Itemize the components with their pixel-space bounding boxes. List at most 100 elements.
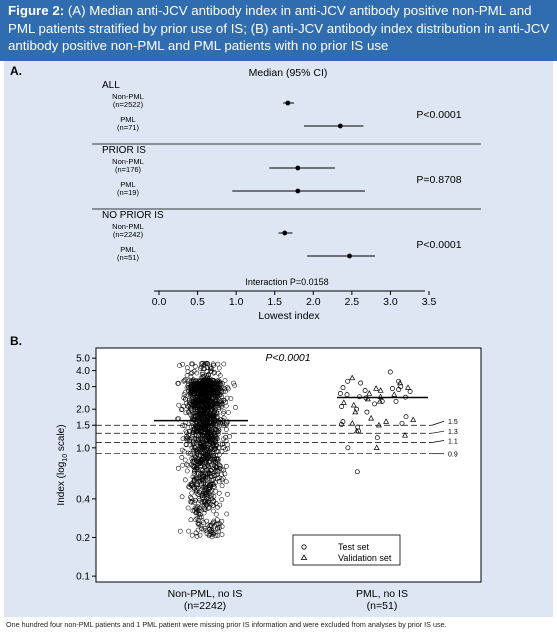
- legend-box: [292, 534, 401, 566]
- non-pml-point: [192, 454, 198, 460]
- non-pml-point: [184, 365, 190, 371]
- non-pml-point: [184, 468, 190, 474]
- non-pml-point: [219, 532, 225, 537]
- non-pml-point: [190, 395, 196, 401]
- non-pml-point: [193, 476, 199, 481]
- non-pml-point: [206, 527, 212, 532]
- footnote: One hundred four non-PML patients and 1 …: [6, 620, 447, 629]
- non-pml-point: [197, 381, 203, 387]
- y-tick-label: 1.0: [76, 443, 90, 454]
- forest-plot: A. Median (95% CI) ALLNon-PML(n=2522)PML…: [10, 64, 481, 322]
- non-pml-point: [191, 476, 197, 482]
- non-pml-point: [219, 404, 224, 410]
- non-pml-point: [194, 370, 200, 376]
- non-pml-point: [193, 400, 199, 406]
- non-pml-point: [189, 490, 194, 496]
- pml-test-point: [389, 386, 395, 391]
- non-pml-point: [187, 482, 193, 487]
- non-pml-point: [208, 404, 214, 410]
- non-pml-point: [186, 398, 192, 403]
- pml-validation-point: [377, 393, 384, 399]
- non-pml-point: [210, 384, 215, 390]
- y-tick-label: 2.0: [76, 405, 90, 416]
- non-pml-point: [211, 370, 217, 376]
- row-n: (n=2242): [113, 230, 144, 239]
- non-pml-point: [205, 455, 211, 460]
- non-pml-point: [216, 428, 222, 433]
- non-pml-point: [219, 497, 225, 502]
- non-pml-point: [204, 405, 209, 411]
- row-label: PML: [120, 180, 135, 189]
- category-label-pml: PML, no IS: [356, 588, 408, 600]
- non-pml-point: [221, 398, 226, 403]
- non-pml-point: [195, 456, 201, 461]
- threshold-leader: [431, 430, 445, 434]
- pml-test-point: [374, 435, 380, 441]
- non-pml-point: [223, 403, 229, 409]
- non-pml-point: [189, 499, 194, 505]
- non-pml-point: [206, 496, 211, 502]
- non-pml-point: [196, 511, 202, 517]
- non-pml-point: [195, 479, 201, 484]
- non-pml-point: [226, 410, 231, 415]
- non-pml-point: [208, 481, 214, 487]
- pml-validation-point: [397, 379, 404, 386]
- non-pml-point: [211, 529, 216, 535]
- non-pml-point: [202, 442, 208, 448]
- pml-validation-point: [349, 420, 356, 426]
- non-pml-point: [199, 492, 205, 498]
- non-pml-point: [202, 384, 208, 390]
- non-pml-point: [192, 413, 198, 418]
- non-pml-point: [191, 368, 197, 374]
- non-pml-point: [218, 422, 224, 428]
- row-n: (n=51): [117, 253, 139, 262]
- non-pml-point: [182, 390, 188, 395]
- non-pml-point: [188, 517, 194, 523]
- non-pml-point: [182, 457, 188, 463]
- non-pml-point: [204, 456, 210, 461]
- interaction-label: Interaction P=0.0158: [245, 277, 328, 287]
- pml-test-point: [393, 398, 399, 404]
- non-pml-point: [218, 417, 224, 423]
- non-pml-point: [188, 419, 194, 424]
- non-pml-point: [201, 440, 206, 446]
- non-pml-point: [181, 378, 187, 384]
- non-pml-point: [191, 387, 197, 393]
- non-pml-point: [186, 528, 191, 534]
- non-pml-point: [201, 362, 207, 368]
- non-pml-point: [215, 384, 221, 390]
- non-pml-point: [214, 517, 220, 523]
- non-pml-point: [208, 402, 214, 407]
- pml-test-point: [399, 420, 405, 426]
- non-pml-point: [183, 428, 189, 434]
- non-pml-point: [199, 518, 205, 523]
- non-pml-point: [189, 532, 195, 538]
- non-pml-point: [196, 387, 202, 393]
- non-pml-point: [215, 361, 221, 367]
- non-pml-point: [197, 398, 203, 404]
- non-pml-point: [182, 377, 188, 383]
- non-pml-point: [205, 361, 210, 367]
- non-pml-point: [210, 361, 216, 367]
- non-pml-point: [217, 466, 223, 471]
- median-marker: [285, 100, 291, 106]
- non-pml-point: [197, 514, 202, 520]
- scatter-p-value: P<0.0001: [265, 352, 310, 364]
- non-pml-point: [204, 411, 210, 417]
- non-pml-point: [185, 463, 191, 468]
- non-pml-point: [186, 484, 192, 490]
- forest-x-label: Lowest index: [258, 310, 320, 322]
- non-pml-point: [202, 444, 207, 450]
- figure-panel: A. Median (95% CI) ALL Non-PML (n=2522) PML…: [4, 61, 553, 617]
- non-pml-point: [200, 433, 206, 439]
- non-pml-point: [201, 424, 206, 430]
- non-pml-point: [187, 436, 192, 442]
- pml-test-point: [358, 380, 364, 386]
- non-pml-point: [208, 528, 213, 534]
- non-pml-point: [182, 423, 188, 429]
- non-pml-point: [197, 406, 202, 411]
- row-label: PML: [120, 245, 135, 254]
- non-pml-point: [204, 502, 210, 508]
- non-pml-point: [205, 391, 211, 397]
- non-pml-point: [216, 452, 222, 458]
